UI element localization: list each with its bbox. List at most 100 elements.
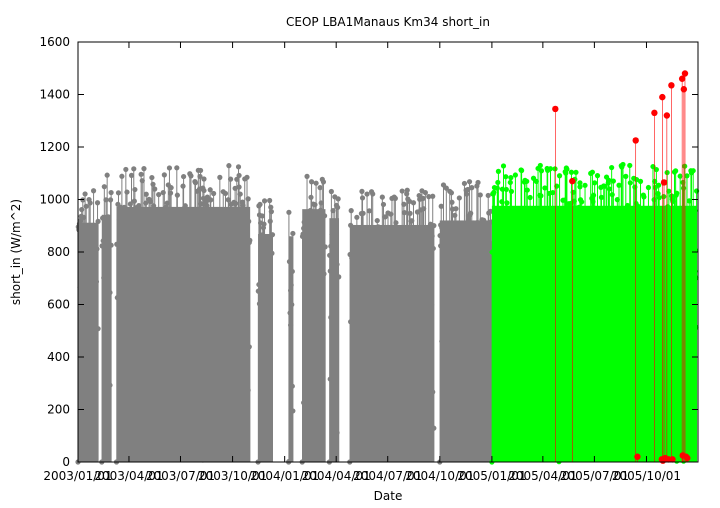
series-0-point <box>315 235 321 241</box>
series-0-point <box>184 254 191 260</box>
series-1-point <box>547 166 554 172</box>
series-0-point <box>430 245 436 252</box>
x-tick-label: 2003/10/01 <box>198 469 267 483</box>
series-0-point <box>407 210 413 216</box>
series-0-point <box>370 227 376 233</box>
series-0-point <box>161 172 167 178</box>
series-0-point <box>174 192 180 198</box>
series-0-point <box>90 256 96 262</box>
series-2-point <box>569 177 576 185</box>
series-1-point <box>542 185 548 191</box>
x-tick-label: 2005/01/01 <box>457 469 526 483</box>
series-0-point <box>108 242 114 248</box>
series-0-point <box>360 210 366 216</box>
series-0-point <box>261 221 267 227</box>
series-0-point <box>139 214 145 220</box>
series-0-point <box>427 256 433 262</box>
series-0-point <box>261 198 268 204</box>
series-0-point <box>308 179 315 185</box>
series-0-point <box>233 200 239 207</box>
series-0-point <box>207 187 213 193</box>
series-0-point <box>359 188 365 194</box>
series-0-point <box>79 206 85 213</box>
series-0-point <box>289 268 295 275</box>
series-1-point <box>491 189 497 195</box>
series-0-point <box>479 250 486 256</box>
series-0-point <box>320 179 327 185</box>
series-0-point <box>286 259 293 265</box>
series-0-point <box>312 202 318 208</box>
series-1-point <box>673 168 679 174</box>
series-0-point <box>404 187 410 193</box>
series-1-point <box>675 226 681 233</box>
series-0-point <box>90 188 97 194</box>
series-0-point <box>366 208 372 214</box>
series-1-point <box>513 212 519 218</box>
series-0-point <box>218 230 224 236</box>
series-1-point <box>568 169 575 175</box>
series-0-point <box>166 165 173 171</box>
series-2-point <box>659 93 666 101</box>
series-2-point <box>668 82 675 89</box>
x-tick-label: 2004/01/01 <box>250 469 319 483</box>
series-0-point <box>197 173 203 180</box>
series-0-point <box>410 250 416 256</box>
series-0-point <box>123 166 129 173</box>
chart-title: CEOP LBA1Manaus Km34 short_in <box>286 15 490 29</box>
series-0-point <box>201 176 207 182</box>
series-1-point <box>519 167 525 174</box>
series-1-point <box>538 168 545 174</box>
series-1-point <box>690 168 696 174</box>
series-0-point <box>247 237 253 243</box>
series-0-point <box>257 201 263 208</box>
series-0-point <box>477 192 483 198</box>
series-0-point <box>474 219 481 226</box>
series-0-point <box>457 237 463 244</box>
series-1-point <box>606 186 612 192</box>
series-0-point <box>309 219 315 225</box>
series-0-point <box>430 193 436 199</box>
series-0-point <box>290 408 296 414</box>
series-1-point <box>538 193 544 199</box>
series-2 <box>552 70 691 464</box>
series-0-point <box>211 190 217 197</box>
series-1-point <box>549 268 555 275</box>
series-0-point <box>197 167 204 174</box>
series-1-point <box>674 190 680 196</box>
series-0-point <box>335 204 341 211</box>
series-0-point <box>188 173 194 179</box>
series-0-point <box>453 206 459 212</box>
series-0-point <box>290 230 296 237</box>
series-1-point <box>500 163 507 169</box>
series-1-point <box>525 237 531 243</box>
series-0-point <box>236 172 242 179</box>
series-0-point <box>123 227 130 233</box>
series-0-point <box>321 213 328 219</box>
x-tick-label: 2003/07/01 <box>146 469 215 483</box>
series-0-point <box>226 163 232 169</box>
series-1-point <box>580 249 586 255</box>
series-1-point <box>665 204 671 210</box>
series-0-point <box>82 191 88 197</box>
series-1-point <box>655 190 661 197</box>
series-1-point <box>666 218 673 224</box>
series-1-point <box>503 186 509 193</box>
series-0-point <box>208 197 214 203</box>
series-0-point <box>452 277 458 283</box>
series-0-point <box>143 191 149 197</box>
series-0-point <box>103 197 109 203</box>
series-0-point <box>133 226 139 232</box>
series-0-point <box>460 260 466 266</box>
series-0-point <box>87 200 93 206</box>
series-1-point <box>693 324 699 330</box>
series-1-point <box>601 210 607 216</box>
x-tick-label: 2005/04/01 <box>508 469 577 483</box>
series-0-point <box>475 179 481 186</box>
series-1-point <box>585 216 592 223</box>
series-0-point <box>167 190 174 196</box>
series-2-point <box>651 109 658 117</box>
series-0-point <box>303 275 310 281</box>
series-0-point <box>470 248 476 254</box>
series-1-point <box>635 203 641 209</box>
x-tick-label: 2004/04/01 <box>302 469 371 483</box>
